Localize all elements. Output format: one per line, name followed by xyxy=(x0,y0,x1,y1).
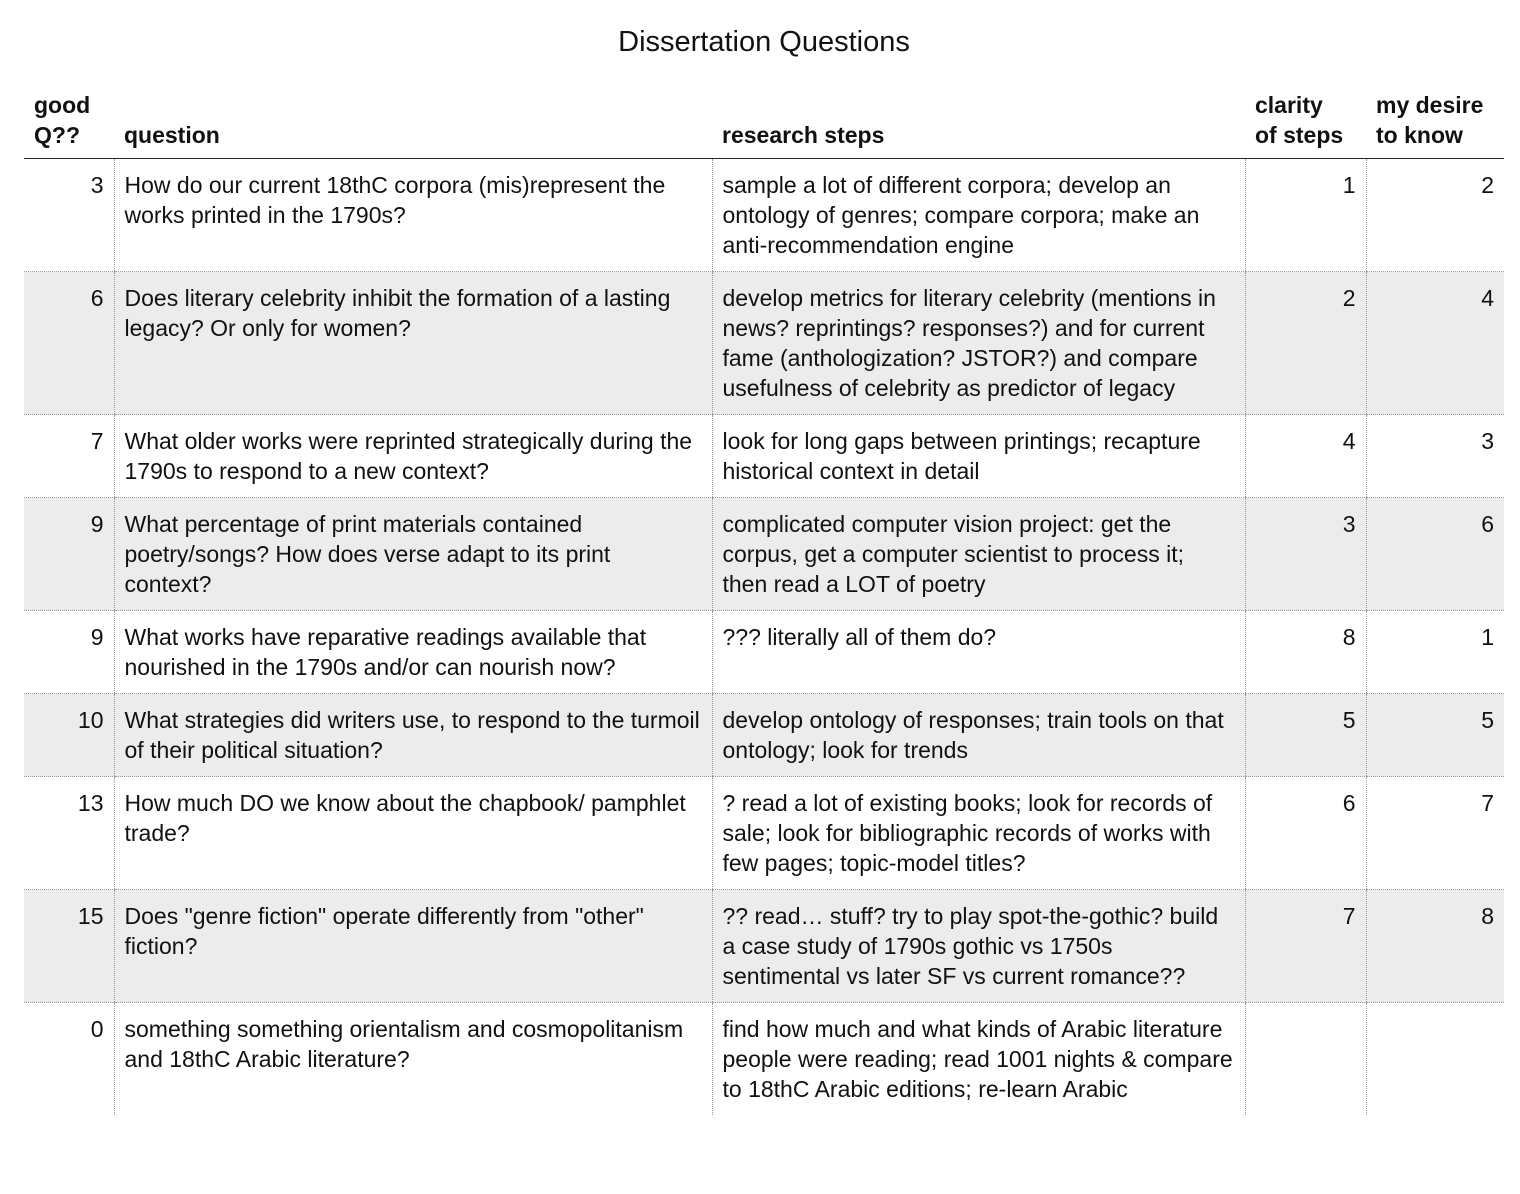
cell-question: What percentage of print materials conta… xyxy=(113,497,712,611)
cell-good-q: 15 xyxy=(24,889,114,1003)
header-good-q-line-2: Q?? xyxy=(34,122,80,148)
cell-clarity: 5 xyxy=(1244,693,1366,777)
header-desire-line-1: my desire xyxy=(1376,92,1484,118)
header-desire: my desire to know xyxy=(1366,86,1504,159)
page-title: Dissertation Questions xyxy=(618,26,910,58)
cell-desire: 7 xyxy=(1365,776,1504,890)
cell-question: How much DO we know about the chapbook/ … xyxy=(113,776,712,890)
cell-desire: 3 xyxy=(1365,414,1504,498)
header-desire-line-2: to know xyxy=(1376,122,1463,148)
table-row: 3 How do our current 18thC corpora (mis)… xyxy=(24,158,1504,272)
cell-good-q: 13 xyxy=(24,776,114,890)
cell-desire: 2 xyxy=(1365,158,1504,272)
cell-question: What older works were reprinted strategi… xyxy=(113,414,712,498)
cell-good-q: 3 xyxy=(24,158,114,272)
header-good-q: good Q?? xyxy=(24,86,114,159)
table-row: 10 What strategies did writers use, to r… xyxy=(24,693,1504,777)
table-row: 9 What percentage of print materials con… xyxy=(24,497,1504,611)
cell-clarity: 6 xyxy=(1244,776,1366,890)
cell-clarity: 1 xyxy=(1244,158,1366,272)
cell-research-steps: develop metrics for literary celebrity (… xyxy=(711,271,1245,415)
cell-research-steps: complicated computer vision project: get… xyxy=(711,497,1245,611)
cell-research-steps: look for long gaps between printings; re… xyxy=(711,414,1245,498)
header-good-q-line-1: good xyxy=(34,92,91,118)
cell-good-q: 0 xyxy=(90,1016,104,1042)
cell-desire: 5 xyxy=(1365,693,1504,777)
cell-clarity: 8 xyxy=(1244,610,1366,694)
table-row: 9 What works have reparative readings av… xyxy=(24,610,1504,694)
cell-question: What works have reparative readings avai… xyxy=(113,610,712,694)
cell-research-steps: develop ontology of responses; train too… xyxy=(711,693,1245,777)
cell-clarity: 4 xyxy=(1244,414,1366,498)
header-clarity-line-2: of steps xyxy=(1255,122,1344,148)
table-row: 7 What older works were reprinted strate… xyxy=(24,414,1504,498)
cell-desire: 4 xyxy=(1365,271,1504,415)
table-row: 13 How much DO we know about the chapboo… xyxy=(24,776,1504,890)
cell-clarity: 3 xyxy=(1244,497,1366,611)
header-clarity: clarity of steps xyxy=(1245,86,1366,159)
cell-research-steps: find how much and what kinds of Arabic l… xyxy=(711,1002,1245,1115)
table-row: 15 Does "genre fiction" operate differen… xyxy=(24,889,1504,1003)
cell-good-q: 7 xyxy=(24,414,114,498)
cell-clarity: 2 xyxy=(1244,271,1366,415)
cell-question: something something orientalism and cosm… xyxy=(113,1002,712,1115)
cell-research-steps: ?? read… stuff? try to play spot-the-got… xyxy=(711,889,1245,1003)
cell-good-q: 9 xyxy=(24,610,114,694)
cell-good-q: 10 xyxy=(24,693,114,777)
header-row: good Q?? question research steps clarity… xyxy=(24,86,1504,159)
cell-desire: 1 xyxy=(1365,610,1504,694)
header-question: question xyxy=(114,86,712,159)
cell-research-steps: sample a lot of different corpora; devel… xyxy=(711,158,1245,272)
cell-research-steps: ? read a lot of existing books; look for… xyxy=(711,776,1245,890)
cell-good-q: 9 xyxy=(24,497,114,611)
header-research-steps: research steps xyxy=(712,86,1245,159)
cell-question: How do our current 18thC corpora (mis)re… xyxy=(113,158,712,272)
cell-desire: 6 xyxy=(1365,497,1504,611)
cell-question: Does "genre fiction" operate differently… xyxy=(113,889,712,1003)
cell-desire xyxy=(1365,1002,1504,1115)
cell-clarity: 7 xyxy=(1244,889,1366,1003)
cell-research-steps: ??? literally all of them do? xyxy=(711,610,1245,694)
table-row: 0 something something orientalism and co… xyxy=(24,1002,1504,1115)
cell-good-q: 6 xyxy=(24,271,114,415)
cell-question: Does literary celebrity inhibit the form… xyxy=(113,271,712,415)
cell-question: What strategies did writers use, to resp… xyxy=(113,693,712,777)
cell-desire: 8 xyxy=(1365,889,1504,1003)
questions-table: good Q?? question research steps clarity… xyxy=(24,86,1504,1115)
cell-clarity xyxy=(1244,1002,1366,1115)
table-row: 6 Does literary celebrity inhibit the fo… xyxy=(24,271,1504,415)
header-clarity-line-1: clarity xyxy=(1255,92,1323,118)
